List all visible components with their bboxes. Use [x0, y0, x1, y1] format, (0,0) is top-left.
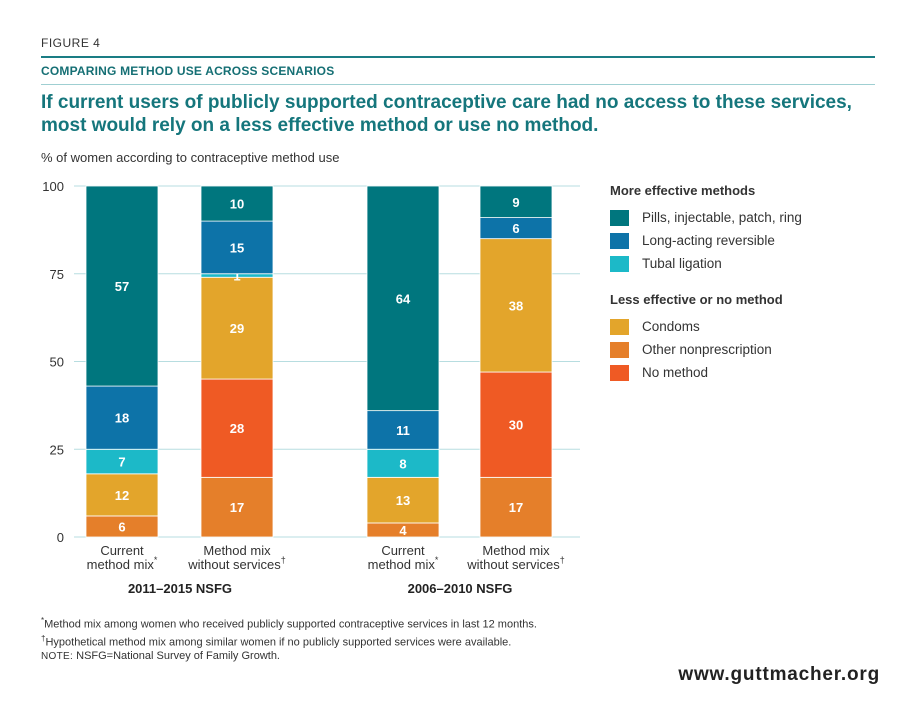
bar-segment-pills — [366, 185, 440, 412]
y-tick-label: 100 — [42, 179, 64, 194]
bar-segment-condoms — [366, 476, 440, 524]
legend-label: Condoms — [642, 319, 700, 334]
legend-label: Tubal ligation — [642, 256, 722, 271]
bar-segment-tubal — [85, 448, 159, 475]
data-label: 1 — [233, 269, 240, 284]
bar-segment-larc — [366, 410, 440, 450]
data-label: 12 — [115, 488, 129, 503]
figure-label: FIGURE 4 — [41, 36, 101, 50]
legend-item-pills: Pills, injectable, patch, ring — [610, 206, 802, 229]
bar-segment-pills — [200, 185, 274, 222]
data-label: 4 — [399, 523, 407, 538]
legend-group-less-effective: Less effective or no method — [610, 292, 783, 307]
legend-item-larc: Long-acting reversible — [610, 229, 802, 252]
data-label: 13 — [396, 493, 410, 508]
x-tick-label: without services† — [466, 555, 565, 572]
group-label: 2006–2010 NSFG — [408, 581, 513, 596]
y-axis-label: % of women according to contraceptive me… — [41, 150, 340, 165]
y-tick-label: 50 — [50, 355, 64, 370]
data-label: 38 — [509, 298, 523, 313]
footnote-note: NOTE: NSFG=National Survey of Family Gro… — [41, 650, 280, 663]
x-tick-label: Method mix — [482, 543, 550, 558]
y-tick-label: 0 — [57, 530, 64, 545]
x-tick-label: without services† — [187, 555, 286, 572]
data-label: 64 — [396, 291, 411, 306]
stacked-bar-chart: 0 25 50 75 100 6 12 7 18 57 17 28 29 1 15 10 4 13 8 11 64 17 3… — [42, 179, 580, 596]
data-label: 17 — [230, 500, 244, 515]
data-label: 11 — [396, 423, 410, 438]
data-label: 17 — [509, 500, 523, 515]
footnotes: *Method mix among women who received pub… — [41, 614, 537, 664]
footnote-star: *Method mix among women who received pub… — [41, 616, 537, 631]
legend-item-condoms: Condoms — [610, 315, 802, 338]
top-rule — [41, 56, 875, 58]
legend-item-none: No method — [610, 361, 802, 384]
legend-group1-items: Pills, injectable, patch, ring Long-actin… — [610, 206, 802, 275]
subhead-rule — [41, 84, 875, 85]
legend-label: Long-acting reversible — [642, 233, 775, 248]
x-tick-label: Current — [100, 543, 144, 558]
bar-segment-larc — [85, 385, 159, 450]
legend-item-other: Other nonprescription — [610, 338, 802, 361]
legend-group-more-effective: More effective methods — [610, 183, 756, 198]
legend-group2-items: Condoms Other nonprescription No method — [610, 315, 802, 384]
data-label: 57 — [115, 279, 129, 294]
bar-segment-other — [200, 476, 274, 538]
legend: More effective methods Pills, injectable… — [610, 182, 802, 384]
legend-item-tubal: Tubal ligation — [610, 252, 802, 275]
legend-swatch — [610, 232, 629, 249]
legend-label: Pills, injectable, patch, ring — [642, 210, 802, 225]
bar-segment-pills — [85, 185, 159, 387]
bar-segment-none — [200, 378, 274, 478]
bar-segment-pills — [479, 185, 553, 218]
y-tick-label: 25 — [50, 442, 64, 457]
data-label: 9 — [512, 195, 519, 210]
data-label: 15 — [230, 240, 244, 255]
bar-segment-none — [479, 371, 553, 478]
bar-segment-larc — [200, 220, 274, 275]
footnote-dagger: †Hypothetical method mix among similar w… — [41, 633, 512, 649]
legend-swatch — [610, 341, 629, 358]
group-label: 2011–2015 NSFG — [128, 581, 232, 596]
brand-url: www.guttmacher.org — [678, 664, 880, 685]
x-tick-label: method mix* — [87, 555, 158, 572]
data-label: 7 — [118, 455, 125, 470]
legend-label: No method — [642, 365, 709, 380]
bar-segment-condoms — [85, 473, 159, 517]
legend-swatch — [610, 364, 629, 381]
x-tick-label: Method mix — [203, 543, 271, 558]
data-label: 8 — [399, 456, 406, 471]
legend-swatch — [610, 318, 629, 335]
data-label: 30 — [509, 418, 523, 433]
data-label: 6 — [118, 519, 125, 534]
data-label: 29 — [230, 321, 244, 336]
y-tick-label: 75 — [50, 267, 64, 282]
chart-headline: If current users of publicly supported c… — [41, 92, 852, 136]
legend-label: Other nonprescription — [642, 342, 772, 357]
x-tick-label: method mix* — [368, 555, 439, 572]
bar-segment-other — [479, 476, 553, 538]
legend-swatch — [610, 255, 629, 272]
x-tick-label: Current — [381, 543, 425, 558]
bar-segment-condoms — [479, 238, 553, 373]
data-label: 28 — [230, 421, 244, 436]
data-label: 10 — [230, 197, 244, 212]
legend-swatch — [610, 209, 629, 226]
data-label: 6 — [512, 221, 519, 236]
chart-subhead: COMPARING METHOD USE ACROSS SCENARIOS — [41, 64, 335, 78]
data-label: 18 — [115, 411, 129, 426]
